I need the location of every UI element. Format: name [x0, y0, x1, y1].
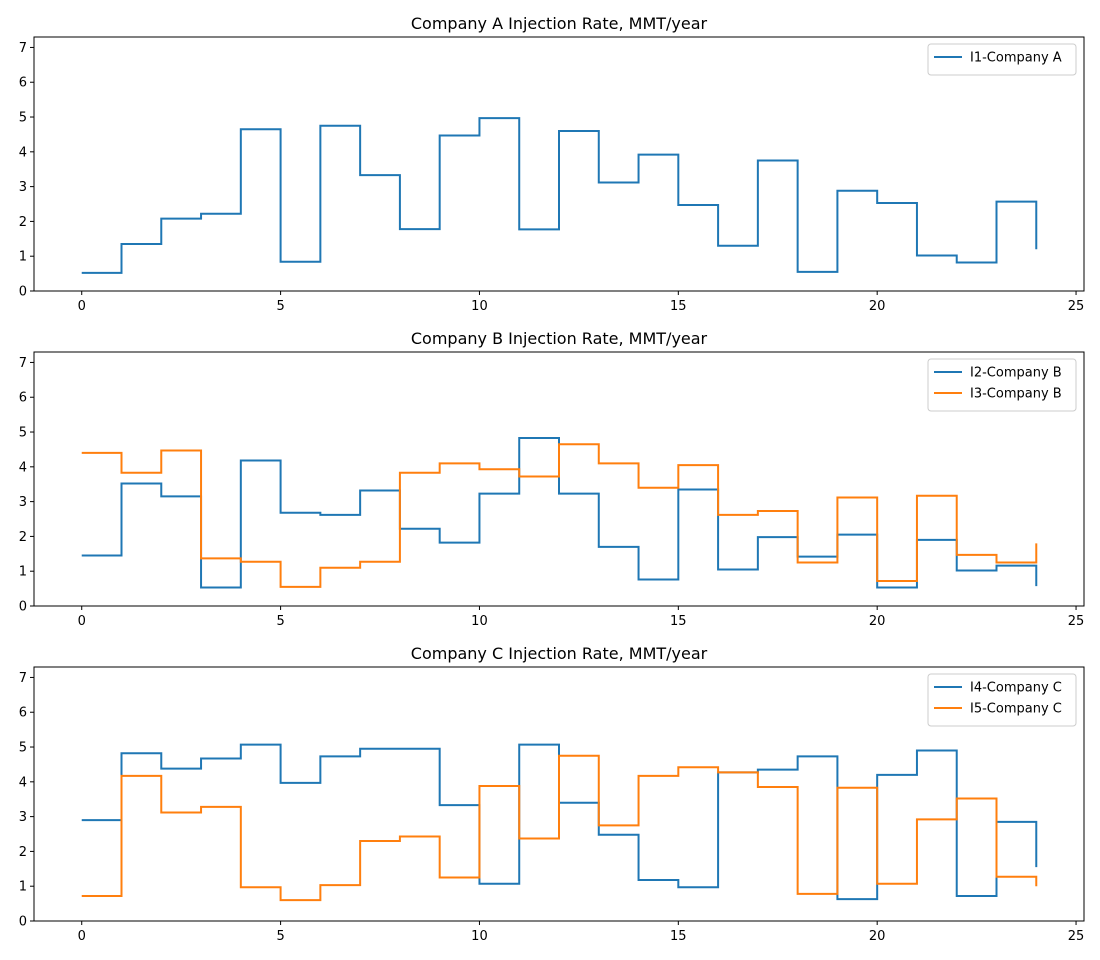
y-tick-label: 4: [19, 460, 27, 475]
x-tick-label: 0: [78, 929, 86, 944]
series-line-i4-company-c: [81, 743, 1038, 901]
x-tick-label: 25: [1068, 299, 1085, 314]
y-tick-label: 6: [19, 76, 27, 91]
x-tick-label: 0: [78, 614, 86, 629]
series-line-i5-company-c: [81, 754, 1038, 902]
y-tick-label: 0: [19, 600, 27, 615]
y-tick-label: 1: [19, 880, 27, 895]
x-tick-label: 10: [471, 614, 488, 629]
y-tick-label: 5: [19, 741, 27, 756]
y-tick-label: 2: [19, 530, 27, 545]
y-tick-label: 1: [19, 250, 27, 265]
series-line-i1-company-a: [81, 117, 1038, 274]
x-tick-label: 15: [670, 299, 687, 314]
x-tick-label: 25: [1068, 614, 1085, 629]
chart-title: Company A Injection Rate, MMT/year: [411, 14, 708, 33]
x-tick-label: 25: [1068, 929, 1085, 944]
legend-label: I2-Company B: [970, 366, 1062, 381]
y-tick-label: 3: [19, 180, 27, 195]
chart-title: Company C Injection Rate, MMT/year: [411, 644, 708, 663]
legend-label: I3-Company B: [970, 387, 1062, 402]
legend-box: [927, 358, 1077, 412]
x-tick-label: 10: [471, 299, 488, 314]
axes-frame: [33, 666, 1085, 922]
axes-frame: [33, 351, 1085, 607]
chart-title: Company B Injection Rate, MMT/year: [411, 329, 708, 348]
y-tick-label: 6: [19, 706, 27, 721]
y-tick-label: 7: [19, 356, 27, 371]
x-tick-label: 20: [869, 299, 886, 314]
y-tick-label: 3: [19, 810, 27, 825]
legend-box: [927, 673, 1077, 727]
y-tick-label: 0: [19, 285, 27, 300]
series-line-i2-company-b: [81, 436, 1038, 589]
y-tick-label: 0: [19, 915, 27, 930]
legend-box: [927, 43, 1077, 76]
x-tick-label: 5: [276, 929, 284, 944]
y-tick-label: 7: [19, 41, 27, 56]
legend: I4-Company C I5-Company C: [927, 673, 1077, 727]
legend: I2-Company B I3-Company B: [927, 358, 1077, 412]
legend-label: I4-Company C: [970, 681, 1062, 696]
y-tick-label: 4: [19, 775, 27, 790]
legend-label: I5-Company C: [970, 702, 1062, 717]
y-tick-label: 7: [19, 671, 27, 686]
legend: I1-Company A: [927, 43, 1077, 76]
y-tick-label: 5: [19, 111, 27, 126]
x-tick-label: 5: [276, 299, 284, 314]
y-tick-label: 4: [19, 145, 27, 160]
x-tick-label: 0: [78, 299, 86, 314]
y-tick-label: 3: [19, 495, 27, 510]
x-tick-label: 15: [670, 929, 687, 944]
y-tick-label: 5: [19, 426, 27, 441]
x-tick-label: 15: [670, 614, 687, 629]
x-tick-label: 10: [471, 929, 488, 944]
series-line-i3-company-b: [81, 443, 1038, 588]
y-tick-label: 1: [19, 565, 27, 580]
x-tick-label: 20: [869, 929, 886, 944]
axes-frame: [33, 36, 1085, 292]
y-tick-label: 2: [19, 845, 27, 860]
y-tick-label: 2: [19, 215, 27, 230]
legend-label: I1-Company A: [970, 51, 1062, 66]
x-tick-label: 5: [276, 614, 284, 629]
y-tick-label: 6: [19, 391, 27, 406]
x-tick-label: 20: [869, 614, 886, 629]
